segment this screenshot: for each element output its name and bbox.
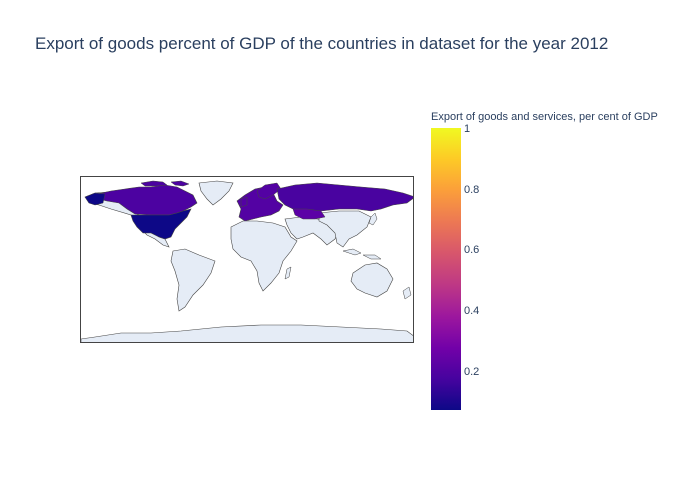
colorbar-title: Export of goods and services, per cent o… xyxy=(431,111,658,123)
region-central-asia[interactable] xyxy=(292,208,326,220)
world-map[interactable] xyxy=(80,176,414,343)
chart-title: Export of goods percent of GDP of the co… xyxy=(35,34,609,53)
australia-land[interactable] xyxy=(350,262,394,298)
colorbar-tick-label: 0.2 xyxy=(464,366,480,378)
africa-land[interactable] xyxy=(230,220,298,292)
south-america-land[interactable] xyxy=(170,248,216,312)
region-greenland[interactable] xyxy=(198,180,234,206)
region-uk[interactable] xyxy=(240,196,248,208)
colorbar-tick-label: 1 xyxy=(464,123,471,135)
region-canada-islands[interactable] xyxy=(140,180,190,187)
region-scandinavia[interactable] xyxy=(256,182,282,200)
colorbar-tick-label: 0.4 xyxy=(464,305,480,317)
colorbar xyxy=(431,128,461,410)
madagascar-land[interactable] xyxy=(284,266,292,280)
antarctica-land[interactable] xyxy=(81,324,414,343)
region-canada[interactable] xyxy=(96,184,198,216)
new-zealand-land[interactable] xyxy=(402,286,412,300)
region-russia[interactable] xyxy=(276,182,414,212)
region-alaska[interactable] xyxy=(84,192,106,206)
region-usa[interactable] xyxy=(130,208,192,240)
asia-east-land[interactable] xyxy=(318,210,372,248)
colorbar-tick-label: 0.6 xyxy=(464,244,480,256)
colorbar-tick-label: 0.8 xyxy=(464,184,480,196)
indonesia-land[interactable] xyxy=(342,248,382,260)
japan-land[interactable] xyxy=(368,212,378,226)
map-svg xyxy=(81,180,414,343)
